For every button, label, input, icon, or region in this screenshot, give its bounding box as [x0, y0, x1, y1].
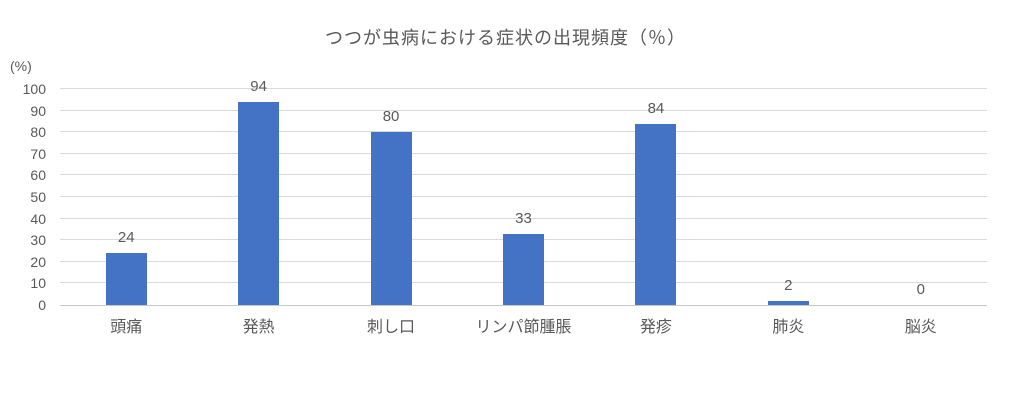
- chart-title: つつが虫病における症状の出現頻度（％）: [325, 28, 686, 48]
- bar: [503, 234, 544, 305]
- gridline: [60, 174, 987, 176]
- x-axis: 頭痛 発熱 刺し口 リンパ節腫脹 発疹 肺炎 脳炎: [60, 313, 987, 337]
- y-tick-label: 60: [30, 167, 46, 184]
- gridline: [60, 131, 987, 133]
- plot-area: 24 94 80 33 84 2 0: [60, 78, 987, 306]
- y-tick-label: 50: [30, 189, 46, 205]
- bar: [767, 301, 809, 305]
- bar-value-label: 2: [784, 277, 793, 294]
- bar-value-label: 94: [250, 78, 267, 95]
- y-tick-label: 100: [22, 81, 46, 97]
- x-tick-label: 頭痛: [110, 319, 143, 336]
- x-tick-label: 肺炎: [772, 319, 805, 336]
- gridline: [60, 109, 987, 111]
- x-tick-label: 発疹: [639, 319, 672, 336]
- y-tick-label: 30: [30, 232, 46, 249]
- gridline: [60, 152, 987, 154]
- y-tick-label: 10: [30, 275, 46, 292]
- bar-value-label: 33: [515, 210, 532, 227]
- gridline: [60, 88, 987, 89]
- y-axis-unit-label: (%): [10, 58, 32, 74]
- y-tick-label: 20: [30, 253, 46, 270]
- gridline: [60, 217, 987, 219]
- bar-value-label: 84: [647, 100, 665, 117]
- bar: [105, 253, 147, 305]
- x-axis-line: [60, 305, 987, 306]
- y-tick-label: 80: [30, 124, 46, 141]
- y-tick-label: 0: [38, 297, 46, 313]
- bar: [635, 124, 677, 305]
- x-tick-label: 刺し口: [367, 319, 416, 336]
- x-tick-label: 発熱: [242, 319, 275, 336]
- y-tick-label: 70: [30, 145, 46, 162]
- bar: [370, 132, 412, 305]
- y-tick-label: 40: [30, 210, 46, 227]
- bar-value-label: 80: [382, 108, 400, 125]
- x-tick-label: リンパ節腫脹: [475, 319, 572, 336]
- bar-value-label: 0: [916, 281, 925, 298]
- x-tick-label: 脳炎: [904, 319, 937, 336]
- bar: [238, 102, 280, 305]
- y-tick-label: 90: [30, 102, 46, 119]
- bar-value-label: 24: [117, 229, 135, 246]
- gridline: [60, 196, 987, 197]
